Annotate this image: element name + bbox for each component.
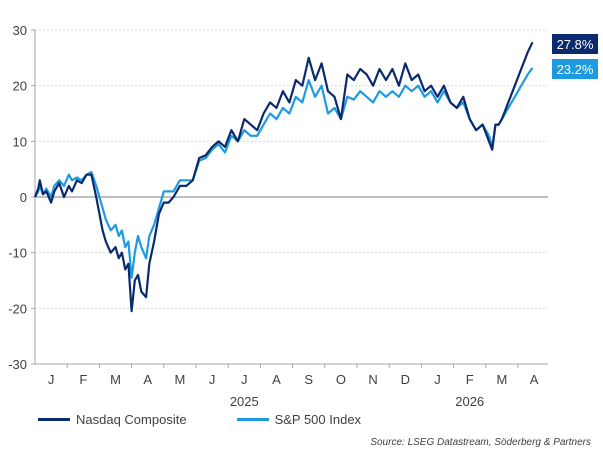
legend: Nasdaq Composite S&P 500 Index	[38, 412, 411, 427]
y-tick-label: -30	[8, 357, 27, 372]
legend-label-nasdaq: Nasdaq Composite	[76, 412, 187, 427]
legend-item-nasdaq: Nasdaq Composite	[38, 412, 187, 427]
y-tick-label: 0	[20, 190, 27, 205]
x-tick-label: S	[304, 372, 313, 387]
x-tick-label: A	[143, 372, 152, 387]
x-tick-label: M	[174, 372, 185, 387]
x-tick-label: J	[209, 372, 216, 387]
year-label: 2026	[455, 394, 484, 409]
legend-swatch-sp500	[236, 418, 269, 421]
x-tick-label: J	[241, 372, 248, 387]
source-note: Source: LSEG Datastream, Söderberg & Par…	[370, 437, 591, 448]
x-tick-label: D	[401, 372, 410, 387]
y-tick-label: -20	[8, 301, 27, 316]
x-tick-label: A	[530, 372, 539, 387]
x-tick-label: F	[466, 372, 474, 387]
series-line-sp500	[34, 67, 534, 279]
x-tick-label: N	[368, 372, 377, 387]
x-tick-label: M	[496, 372, 507, 387]
y-tick-label: -10	[8, 246, 27, 261]
x-tick-label: O	[336, 372, 346, 387]
y-tick-label: 20	[13, 79, 27, 94]
end-label-sp500: 23.2%	[557, 62, 594, 77]
legend-label-sp500: S&P 500 Index	[274, 412, 362, 427]
x-tick-label: F	[79, 372, 87, 387]
y-tick-label: 30	[13, 23, 27, 38]
x-tick-label: J	[48, 372, 55, 387]
y-tick-label: 10	[13, 134, 27, 149]
end-label-box	[552, 59, 598, 79]
legend-item-sp500: S&P 500 Index	[236, 412, 362, 427]
x-tick-label: A	[272, 372, 281, 387]
year-label: 2025	[230, 394, 259, 409]
end-label-nasdaq: 27.8%	[557, 37, 594, 52]
x-tick-label: J	[434, 372, 441, 387]
end-label-box	[552, 34, 598, 54]
legend-swatch-nasdaq	[38, 418, 70, 421]
series-line-nasdaq	[33, 41, 534, 313]
x-tick-label: M	[110, 372, 121, 387]
